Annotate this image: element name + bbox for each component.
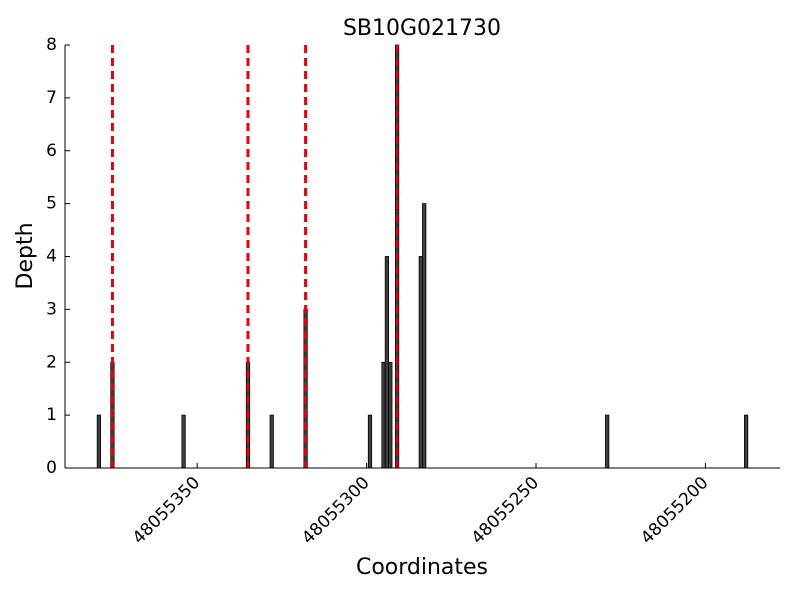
- bar: [269, 414, 274, 469]
- bar: [384, 256, 390, 469]
- bar: [418, 256, 423, 469]
- x-tick-label: 48055350: [129, 473, 204, 548]
- bar: [744, 414, 749, 469]
- bar: [181, 414, 186, 469]
- y-axis-title: Depth: [13, 222, 38, 289]
- y-tick-label: 4: [46, 247, 57, 267]
- bar: [605, 414, 610, 469]
- bar: [367, 414, 373, 469]
- x-tick-label: 48055300: [298, 473, 373, 548]
- x-tick-label: 48055250: [468, 473, 543, 548]
- x-tick-label: 48055200: [637, 473, 712, 548]
- y-tick-label: 6: [46, 141, 57, 161]
- bar: [96, 414, 101, 469]
- bar: [388, 361, 393, 469]
- y-tick-label: 1: [46, 405, 57, 425]
- y-tick-label: 2: [46, 352, 57, 372]
- y-tick-label: 7: [46, 88, 57, 108]
- y-tick-label: 3: [46, 299, 57, 319]
- y-tick-label: 0: [46, 458, 57, 478]
- y-tick-label: 5: [46, 194, 57, 214]
- bar: [422, 203, 427, 469]
- bar: [381, 361, 386, 469]
- chart-title: SB10G021730: [343, 16, 501, 41]
- x-axis-title: Coordinates: [356, 555, 488, 580]
- y-tick-label: 8: [46, 35, 57, 55]
